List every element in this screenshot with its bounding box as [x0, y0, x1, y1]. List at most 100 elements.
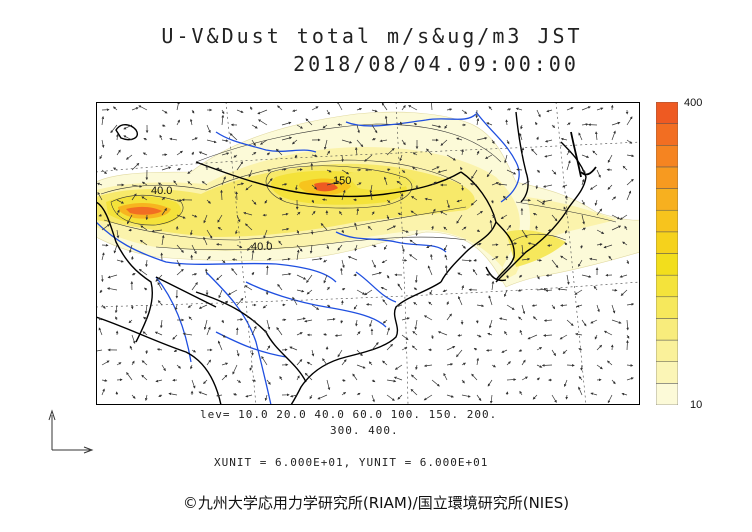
wind-arrow: [626, 154, 635, 158]
wind-arrow: [506, 304, 515, 310]
wind-arrow: [176, 150, 183, 156]
wind-arrow: [412, 166, 418, 171]
wind-arrow: [578, 348, 583, 351]
wind-arrow: [518, 349, 523, 352]
wind-arrow: [371, 271, 382, 276]
wind-arrow: [431, 379, 440, 387]
colorbar-swatch: [656, 383, 678, 405]
wind-arrow: [581, 274, 592, 278]
wind-arrow: [544, 154, 553, 158]
wind-arrow: [506, 378, 517, 381]
wind-arrow: [401, 334, 409, 341]
wind-arrow: [382, 360, 388, 366]
wind-arrow: [296, 358, 303, 366]
wind-arrow: [551, 349, 556, 357]
wind-arrow: [141, 181, 148, 186]
wind-arrow: [386, 343, 393, 351]
wind-arrow: [519, 132, 523, 141]
wind-arrow: [409, 254, 418, 261]
wind-arrow: [294, 154, 298, 159]
wind-arrow: [437, 331, 448, 336]
wind-arrow: [518, 316, 523, 321]
wind-arrow: [484, 154, 493, 159]
wind-arrow: [611, 379, 616, 385]
wind-arrow: [487, 379, 493, 387]
wind-arrow: [206, 139, 217, 144]
wind-arrow: [446, 362, 454, 366]
wind-arrow: [112, 106, 118, 111]
wind-arrow: [401, 169, 406, 173]
wind-arrow: [476, 304, 485, 308]
wind-arrow: [590, 319, 598, 324]
wind-arrow: [217, 340, 223, 351]
wind-arrow: [176, 268, 184, 276]
map-border: [96, 102, 640, 405]
wind-arrow: [461, 226, 467, 231]
wind-arrow: [341, 169, 350, 175]
wind-arrow: [221, 374, 228, 381]
wind-arrow: [157, 300, 163, 306]
wind-arrow: [354, 222, 358, 231]
wind-arrow: [469, 182, 478, 186]
wind-arrow: [580, 364, 583, 371]
wind-arrow: [296, 332, 303, 336]
wind-arrow: [578, 375, 583, 381]
wind-arrow: [317, 394, 328, 400]
wind-arrow: [490, 199, 494, 204]
wind-arrow: [227, 289, 238, 296]
wind-arrow: [206, 359, 212, 366]
wind-arrow: [159, 134, 163, 141]
wind-arrow: [191, 349, 197, 353]
wind-arrow: [446, 108, 453, 111]
wind-arrow: [446, 301, 449, 306]
wind-arrow: [566, 363, 575, 367]
wind-arrow: [340, 319, 344, 324]
wind-arrow: [251, 124, 258, 129]
wind-arrow: [368, 361, 373, 366]
wind-arrow: [141, 374, 148, 381]
wind-arrow: [521, 257, 531, 261]
wind-arrow: [506, 274, 509, 279]
wind-arrow: [476, 242, 482, 246]
wind-arrow: [399, 154, 403, 162]
wind-arrow: [446, 394, 454, 398]
wind-arrow: [216, 243, 223, 246]
wind-arrow: [138, 105, 148, 111]
wind-arrow: [566, 274, 570, 285]
wind-arrow: [560, 304, 568, 307]
wind-arrow: [206, 124, 211, 134]
wind-arrow: [472, 269, 478, 276]
wind-arrow: [409, 239, 418, 246]
wind-arrow: [458, 296, 463, 306]
wind-arrow: [541, 363, 553, 367]
wind-arrow: [397, 212, 403, 216]
wind-arrow: [291, 139, 298, 145]
wind-arrow: [176, 119, 180, 126]
contour-label-2: 150: [333, 175, 351, 187]
wind-arrow: [499, 317, 508, 321]
wind-arrow: [139, 239, 148, 246]
wind-arrow: [521, 376, 529, 381]
wind-arrow: [99, 289, 103, 294]
wind-arrow: [581, 106, 591, 111]
wind-arrow: [545, 274, 553, 277]
wind-arrow: [296, 244, 303, 252]
wind-arrow: [536, 274, 540, 280]
wind-arrow: [619, 214, 628, 220]
wind-arrow: [281, 168, 287, 171]
wind-arrow: [423, 364, 433, 368]
wind-arrow: [430, 253, 433, 261]
wind-arrow: [461, 184, 464, 191]
wind-arrow: [356, 349, 363, 357]
wind-arrow: [413, 123, 418, 126]
wind-arrow: [236, 182, 245, 186]
wind-arrow: [245, 184, 253, 191]
wind-arrow: [356, 392, 361, 396]
wind-arrow: [519, 329, 523, 336]
wind-arrow: [446, 313, 452, 321]
wind-arrow: [386, 327, 390, 336]
wind-arrow: [371, 211, 375, 216]
wind-arrow: [626, 377, 634, 381]
wind-arrow: [323, 333, 328, 337]
wind-arrow: [187, 181, 193, 186]
